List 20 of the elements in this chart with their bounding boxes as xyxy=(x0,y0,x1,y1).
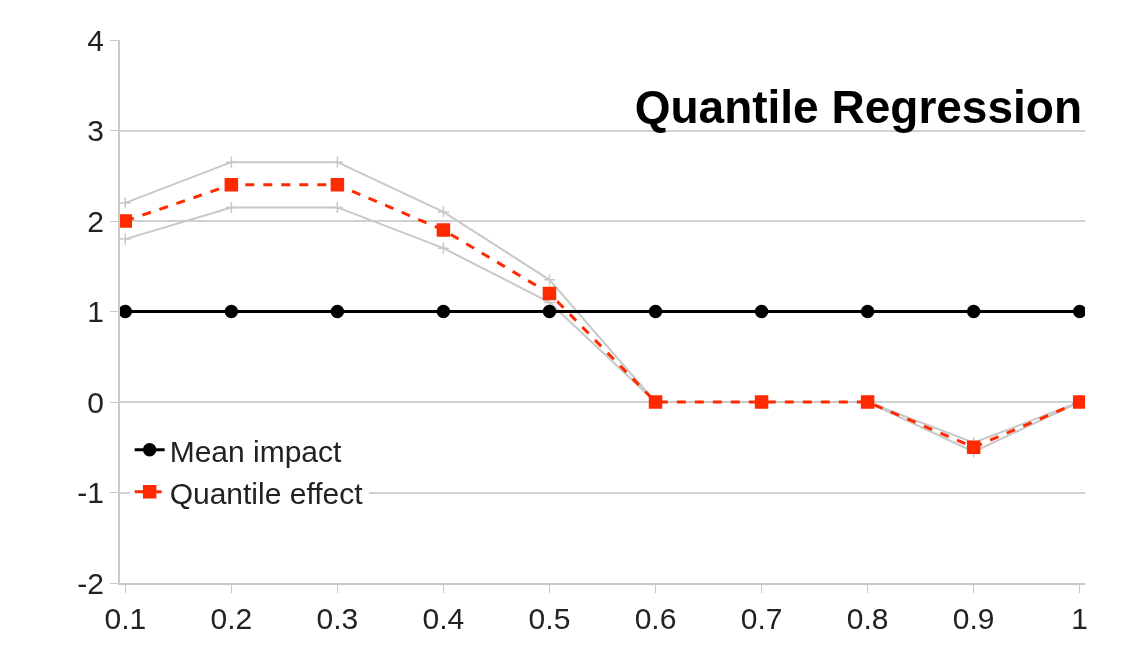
y-tick-label: 0 xyxy=(87,385,104,419)
x-tick-label: 0.5 xyxy=(528,602,571,635)
x-tick-label: 0.8 xyxy=(846,602,889,635)
y-tick-label: 4 xyxy=(87,23,104,57)
y-tick-label: 1 xyxy=(87,295,104,328)
x-tick-label: 0.9 xyxy=(952,602,995,635)
x-tick-label: 0.3 xyxy=(316,602,359,635)
x-tick-label: 1 xyxy=(1071,602,1089,635)
y-tick-label: -1 xyxy=(77,476,104,509)
x-tick-label: 0.7 xyxy=(740,602,783,635)
y-tick-label: -2 xyxy=(77,566,104,600)
y-tick-label: 3 xyxy=(87,114,104,147)
legend-label: Mean impact xyxy=(169,434,343,468)
legend-label: Quantile effect xyxy=(169,476,364,510)
y-tick-label: 2 xyxy=(87,204,104,238)
x-tick-label: 0.2 xyxy=(210,602,253,635)
x-tick-label: 0.1 xyxy=(104,602,147,635)
text: Quantile Regression xyxy=(634,80,1083,133)
x-tick-label: 0.4 xyxy=(422,602,465,635)
x-tick-label: 0.6 xyxy=(634,602,677,635)
